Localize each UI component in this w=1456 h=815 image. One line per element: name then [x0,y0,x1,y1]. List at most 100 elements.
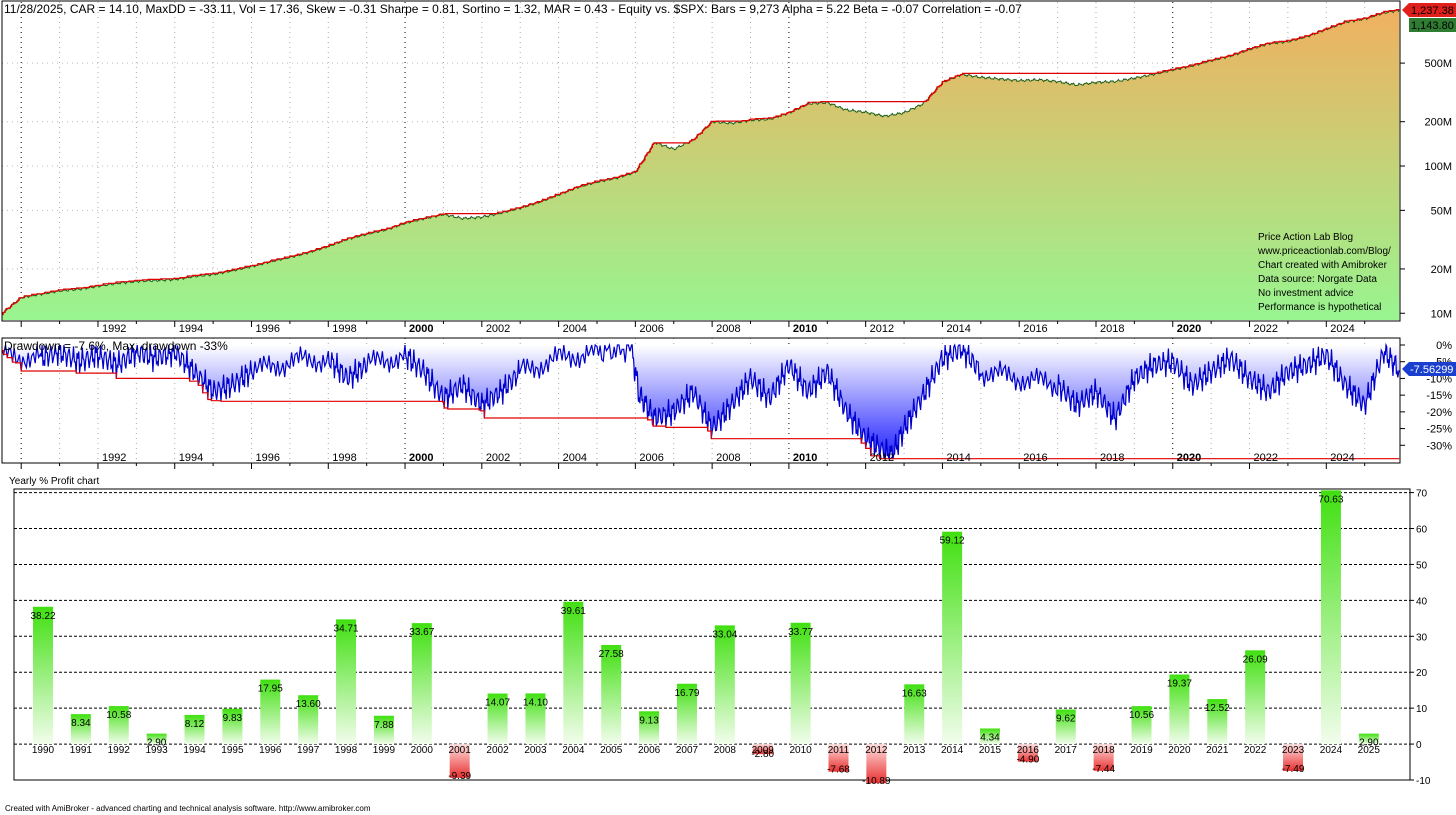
bar-negative [1283,744,1304,771]
price-badge-high: 1,237.38 [1402,3,1456,17]
bar-value-label: 12.52 [1205,703,1230,714]
year-label: 2003 [524,745,547,756]
x-tick-label: 1992 [102,452,126,464]
bar-value-label: 7.88 [374,720,394,731]
x-tick-label: 2024 [1330,452,1354,464]
bar-value-label: 38.22 [30,611,55,622]
y-tick-label: 100M [1424,161,1452,173]
x-tick-label: 2000 [409,323,433,335]
year-label: 1993 [146,745,169,756]
year-label: 1990 [32,745,55,756]
x-tick-label: 1998 [332,452,356,464]
year-label: 2000 [411,745,434,756]
y-tick-label: -10% [1426,373,1452,385]
bar-value-label: 9.13 [639,715,659,726]
year-label: 2020 [1168,745,1191,756]
bar-negative [1017,744,1038,762]
price-badge-shape [1402,3,1456,17]
bar-positive [108,706,129,745]
x-tick-label: 2022 [1254,452,1278,464]
year-label: 2010 [789,745,812,756]
bar-value-label: 70.63 [1318,494,1343,505]
x-tick-label: 2006 [639,452,663,464]
x-tick-label: 2006 [639,323,663,335]
x-tick-label: 1996 [256,452,280,464]
year-label: 2002 [486,745,509,756]
price-badge-text: 1,237.38 [1411,5,1454,17]
year-label: 1992 [108,745,131,756]
bar-value-label: 13.60 [296,699,321,710]
drawdown-x-axis: 1992 1994 1996 1998 2000 2002 2004 2006 2008 2010… [20,452,1366,469]
bar-value-label: -9.39 [448,771,471,782]
y-tick-label: 10 [1416,704,1428,715]
bar-negative [449,744,470,778]
bar-positive [1055,709,1076,745]
bar-positive [790,622,811,745]
bar-value-label: -4.90 [1016,755,1039,766]
note-line: www.priceactionlab.com/Blog/ [1257,246,1391,257]
x-tick-label: 2008 [716,452,740,464]
price-badge-current: 1,143.80 [1409,18,1456,32]
bar-positive [1358,733,1379,745]
y-tick-label: 70 [1416,489,1428,500]
x-tick-label: 2008 [716,323,740,335]
year-label: 2008 [714,745,737,756]
drawdown-value-badge: -7.56299 [1402,362,1456,376]
bar-value-label: 14.07 [485,698,510,709]
note-line: Data source: Norgate Data [1258,274,1377,285]
bar-value-label: 16.63 [902,688,927,699]
year-label: 2021 [1206,745,1229,756]
price-badge-text: 1,143.80 [1411,20,1454,32]
price-badge-shape [1409,18,1456,32]
year-label: 2016 [1017,745,1040,756]
year-label: 2017 [1055,745,1078,756]
bar-positive [1131,706,1152,745]
note-line: Performance is hypothetical [1258,302,1381,313]
bar-positive [1207,699,1228,745]
yearly-bars: 38.2219908.34199110.5819922.9019938.1219… [30,490,1380,787]
x-tick-label: 1994 [179,452,203,464]
bar-value-label: 8.34 [71,718,91,729]
yearly-chart-title: Yearly % Profit chart [9,476,99,487]
bar-value-label: 10.58 [106,710,131,721]
x-tick-label: 2018 [1100,452,1124,464]
bar-positive [70,714,91,745]
bar-value-label: 14.10 [523,697,548,708]
drawdown-title: Drawdown = -7.6%, Max. drawdown -33% [4,339,228,353]
equity-x-axis: 1992 1994 1996 1998 2000 2002 2004 2006 2008 2010… [20,321,1366,335]
year-label: 2005 [600,745,623,756]
drawdown-area [2,345,1400,459]
bar-positive [184,714,205,745]
bar-value-label: 16.79 [674,688,699,699]
y-tick-label: -20% [1426,407,1452,419]
bar-positive [411,623,432,745]
equity-y-axis: 500M 200M 100M 50M 20M 10M [1400,58,1452,320]
x-tick-label: 2002 [486,452,510,464]
bar-value-label: -7.49 [1282,764,1305,775]
equity-panel: 11/28/2025, CAR = 14.10, MaxDD = -33.11,… [1,0,1456,335]
bar-value-label: -10.89 [862,776,891,787]
year-label: 2018 [1093,745,1116,756]
y-tick-label: 50 [1416,560,1428,571]
x-tick-label: 2018 [1100,323,1124,335]
year-label: 2013 [903,745,926,756]
x-tick-label: 2016 [1023,452,1047,464]
x-tick-label: 2002 [486,323,510,335]
y-tick-label: -10 [1416,776,1431,787]
bar-value-label: 33.67 [409,627,434,638]
year-label: 2024 [1320,745,1343,756]
y-tick-label: 40 [1416,596,1428,607]
note-line: Price Action Lab Blog [1258,232,1353,243]
note-line: No investment advice [1258,288,1354,299]
bar-negative [828,744,849,772]
year-label: 2004 [562,745,585,756]
x-tick-label: 2016 [1023,323,1047,335]
equity-frame [1,0,1401,322]
drawdown-badge-text: -7.56299 [1410,364,1453,376]
year-label: 2014 [941,745,964,756]
year-label: 2011 [828,745,850,756]
bar-positive [601,644,622,745]
y-tick-label: -30% [1426,440,1452,452]
bar-positive [33,606,53,745]
